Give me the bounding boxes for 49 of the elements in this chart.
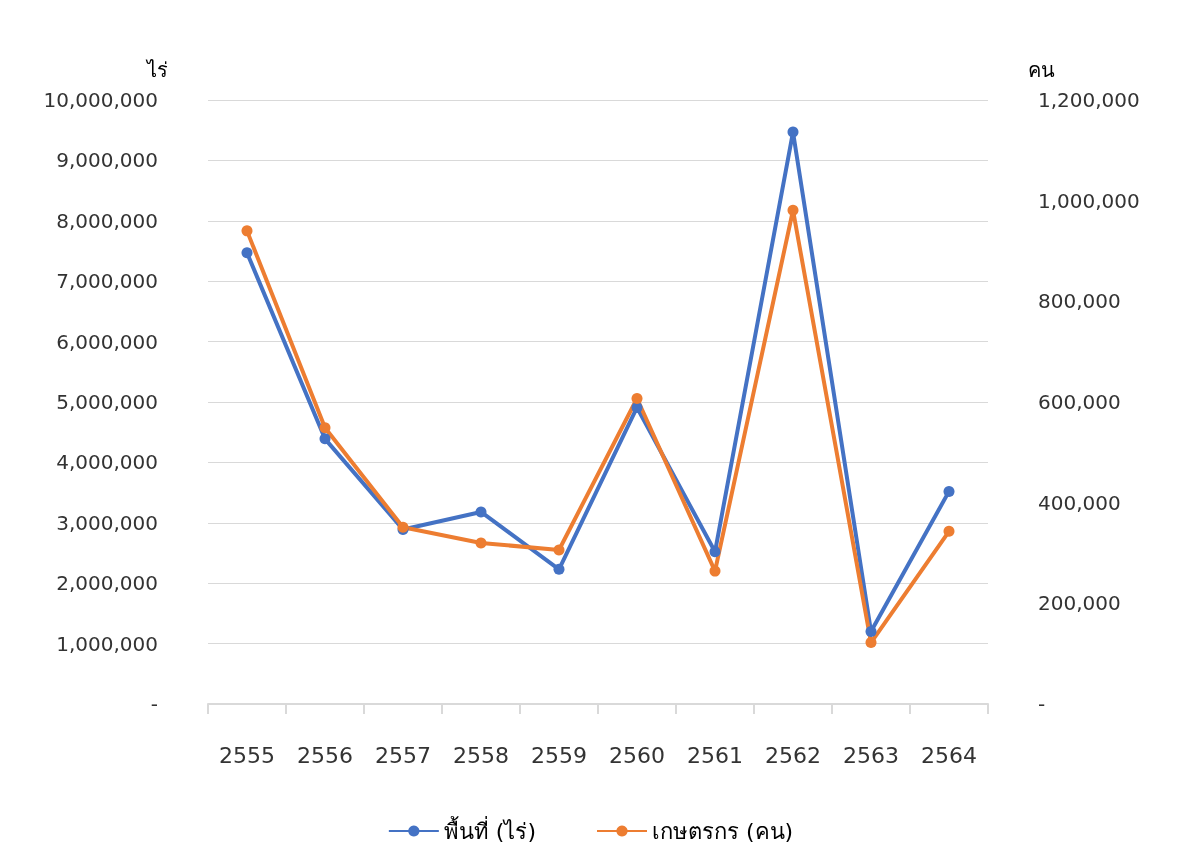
x-tick-label: 2558	[453, 742, 509, 768]
point	[319, 433, 331, 445]
x-tick-label: 2560	[609, 742, 665, 768]
y-tick-label: 9,000,000	[56, 148, 158, 173]
y-tick-label: 7,000,000	[56, 269, 158, 294]
point	[943, 525, 955, 537]
y-axis-title: ไร่	[145, 58, 168, 82]
point	[709, 565, 721, 577]
y-tick-label: 6,000,000	[56, 329, 158, 354]
y2-tick-label: 800,000	[1038, 289, 1121, 314]
point	[475, 537, 487, 549]
x-tick-label: 2559	[531, 742, 587, 768]
point	[241, 225, 253, 237]
y-tick-label: 3,000,000	[56, 510, 158, 535]
y-tick-label: 8,000,000	[56, 208, 158, 233]
point	[709, 546, 721, 558]
x-tick-label: 2556	[297, 742, 353, 768]
x-tick-label: 2564	[921, 742, 977, 768]
point	[865, 637, 877, 649]
y2-tick-label: 600,000	[1038, 390, 1121, 414]
point	[787, 204, 799, 216]
x-tick-label: 2555	[219, 742, 275, 768]
y2-tick-label: 200,000	[1038, 591, 1121, 616]
y-tick-label: 1,000,000	[56, 631, 158, 656]
point	[553, 563, 565, 575]
y-tick-label: -	[150, 692, 158, 716]
point	[553, 544, 565, 556]
legend-label: เกษตรกร (คน)	[652, 818, 794, 844]
y-tick-label: 5,000,000	[56, 390, 158, 414]
x-tick-label: 2557	[375, 742, 431, 768]
y2-tick-label: 1,200,000	[1038, 88, 1140, 112]
x-tick-label: 2563	[843, 742, 899, 768]
point	[475, 506, 487, 518]
point	[631, 392, 643, 404]
y-tick-label: 4,000,000	[56, 450, 158, 475]
x-tick-label: 2562	[765, 742, 821, 768]
y2-tick-label: 1,000,000	[1038, 188, 1140, 213]
point	[787, 126, 799, 138]
point	[865, 626, 877, 638]
point	[241, 247, 253, 259]
y2-tick-label: 400,000	[1038, 490, 1121, 515]
point	[943, 485, 955, 497]
y2-axis-title: คน	[1028, 58, 1055, 82]
x-tick-label: 2561	[687, 742, 743, 768]
y-tick-label: 10,000,000	[43, 88, 158, 112]
y-tick-label: 2,000,000	[56, 571, 158, 596]
point	[319, 422, 331, 434]
legend-label: พื้นที่ (ไร่)	[443, 815, 537, 844]
y2-tick-label: -	[1038, 692, 1046, 716]
